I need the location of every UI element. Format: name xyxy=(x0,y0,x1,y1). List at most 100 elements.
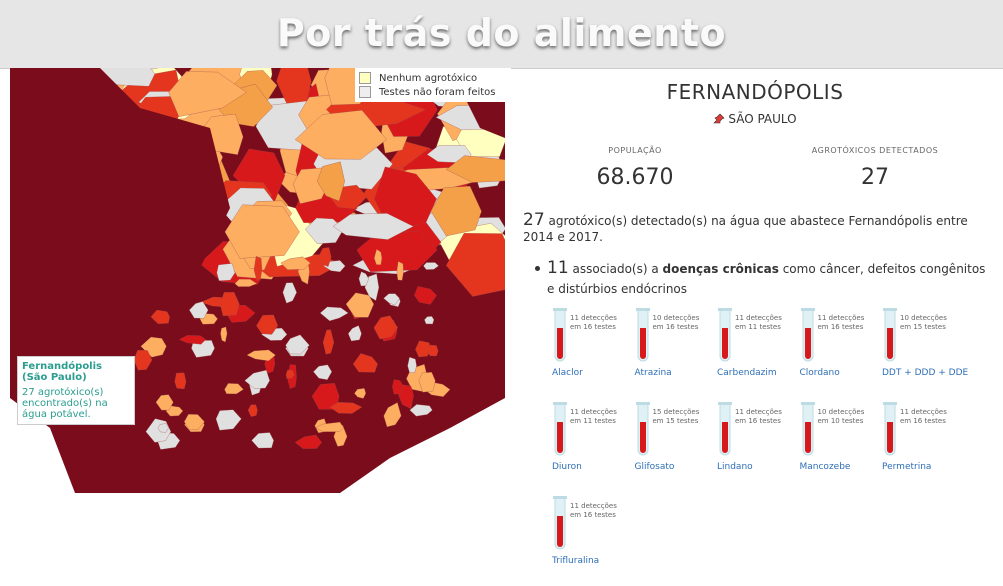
pesticide: 15 detecções em 15 testes Glifosato xyxy=(635,402,715,472)
tube-rim xyxy=(635,308,650,311)
legend: Nenhum agrotóxico Testes não foram feito… xyxy=(355,68,511,102)
municipality xyxy=(174,372,187,390)
stat: POPULAÇÃO 68.670 xyxy=(515,146,755,190)
pin-icon xyxy=(713,113,725,124)
detections-line: 10 detecções xyxy=(900,314,947,322)
pesticide-name[interactable]: Alaclor xyxy=(552,368,583,378)
detections-text: 11 detecções em 16 testes xyxy=(570,314,617,332)
municipality xyxy=(285,334,310,355)
tests-line: em 11 testes xyxy=(570,417,616,425)
tube-liquid xyxy=(722,328,728,359)
tube-liquid xyxy=(639,422,646,453)
pesticide-name[interactable]: Permetrina xyxy=(882,462,932,472)
tube-liquid xyxy=(639,328,646,359)
municipality xyxy=(191,340,215,358)
pesticide-name[interactable]: Trifluralina xyxy=(552,556,600,566)
municipality xyxy=(446,233,505,297)
test-tube xyxy=(718,308,732,362)
tests-line: em 16 testes xyxy=(652,323,699,331)
tube-liquid xyxy=(804,328,811,359)
summary-text: agrotóxico(s) detectado(s) na água que a… xyxy=(523,214,968,244)
municipality xyxy=(294,110,387,160)
detections-line: 11 detecções xyxy=(735,314,782,322)
tube-rim xyxy=(553,402,567,405)
tests-line: em 15 testes xyxy=(900,323,946,331)
detections-line: 15 detecções xyxy=(652,408,700,416)
stat-value: 27 xyxy=(861,165,889,190)
municipality xyxy=(358,271,369,287)
detections-text: 10 detecções em 16 testes xyxy=(653,314,700,332)
pesticide-name[interactable]: Clordano xyxy=(799,368,840,378)
detections-text: 11 detecções em 16 testes xyxy=(818,314,865,332)
municipality xyxy=(329,402,363,414)
tube-rim xyxy=(883,402,897,405)
tests-line: em 16 testes xyxy=(735,417,781,425)
detections-line: 10 detecções xyxy=(652,314,700,322)
pesticide: 11 detecções em 11 testes Diuron xyxy=(552,402,632,472)
tube-liquid xyxy=(804,422,811,453)
municipality xyxy=(256,314,278,335)
detections-line: 10 detecções xyxy=(817,408,865,416)
municipality xyxy=(415,340,432,358)
pesticide-name[interactable]: Lindano xyxy=(717,462,753,472)
test-tube xyxy=(553,402,567,456)
municipality xyxy=(184,414,205,431)
municipality xyxy=(168,71,247,117)
municipality xyxy=(244,369,270,389)
legend-item: Testes não foram feitos xyxy=(359,85,507,99)
chronic-after: como câncer, defeitos congênitos e distú… xyxy=(547,262,986,296)
municipality xyxy=(220,326,228,343)
municipality xyxy=(409,404,433,417)
tests-line: em 11 testes xyxy=(735,323,781,331)
pesticide-name[interactable]: Glifosato xyxy=(634,462,675,472)
tooltip: Fernandópolis (São Paulo) 27 agrotóxico(s… xyxy=(17,356,135,425)
pesticide-name[interactable]: Mancozebe xyxy=(799,462,851,472)
tube-liquid xyxy=(722,422,728,453)
pesticide-name[interactable]: Carbendazim xyxy=(717,368,777,378)
header: Por trás do alimento xyxy=(0,0,1003,69)
tests-line: em 10 testes xyxy=(817,417,864,425)
tube-rim xyxy=(635,402,650,405)
test-tube xyxy=(553,308,567,362)
municipality xyxy=(253,256,263,282)
tube-rim xyxy=(800,402,815,405)
summary-count: 27 xyxy=(523,210,545,230)
pesticide-name[interactable]: Diuron xyxy=(552,462,582,472)
municipality xyxy=(364,273,380,301)
detections-line: 11 detecções xyxy=(570,408,617,416)
test-tube xyxy=(718,402,732,456)
tube-liquid xyxy=(887,328,893,359)
municipality xyxy=(374,248,383,265)
test-tube xyxy=(800,402,815,456)
municipality xyxy=(354,388,366,399)
chronic: 11 associado(s) a doenças crônicas como … xyxy=(535,258,995,299)
detections-line: 11 detecções xyxy=(570,314,617,322)
detections-text: 11 detecções em 16 testes xyxy=(900,408,947,426)
test-tube xyxy=(635,402,650,456)
municipality xyxy=(189,301,209,319)
municipality xyxy=(294,434,322,449)
tube-rim xyxy=(800,308,815,311)
detections-line: 11 detecções xyxy=(900,408,947,416)
municipality xyxy=(246,349,276,362)
tube-liquid xyxy=(557,328,563,359)
chronic-before: associado(s) a xyxy=(572,262,659,276)
stat-label: POPULAÇÃO xyxy=(608,146,662,155)
municipality xyxy=(315,421,344,432)
legend-label: Testes não foram feitos xyxy=(379,86,496,98)
tooltip-text: 27 agrotóxico(s) encontrado(s) na água p… xyxy=(22,387,108,420)
test-tube xyxy=(883,402,897,456)
municipality xyxy=(179,335,207,345)
test-tube xyxy=(635,308,650,362)
pesticide-name[interactable]: Atrazina xyxy=(634,368,672,378)
map[interactable] xyxy=(10,68,505,493)
municipality xyxy=(430,185,482,237)
chronic-count: 11 xyxy=(547,258,569,278)
state: SÃO PAULO xyxy=(515,112,995,126)
municipality xyxy=(348,325,362,342)
test-tube xyxy=(883,308,897,362)
municipality xyxy=(318,247,332,267)
municipality xyxy=(155,394,174,411)
pesticide-name[interactable]: DDT + DDD + DDE xyxy=(882,368,969,378)
